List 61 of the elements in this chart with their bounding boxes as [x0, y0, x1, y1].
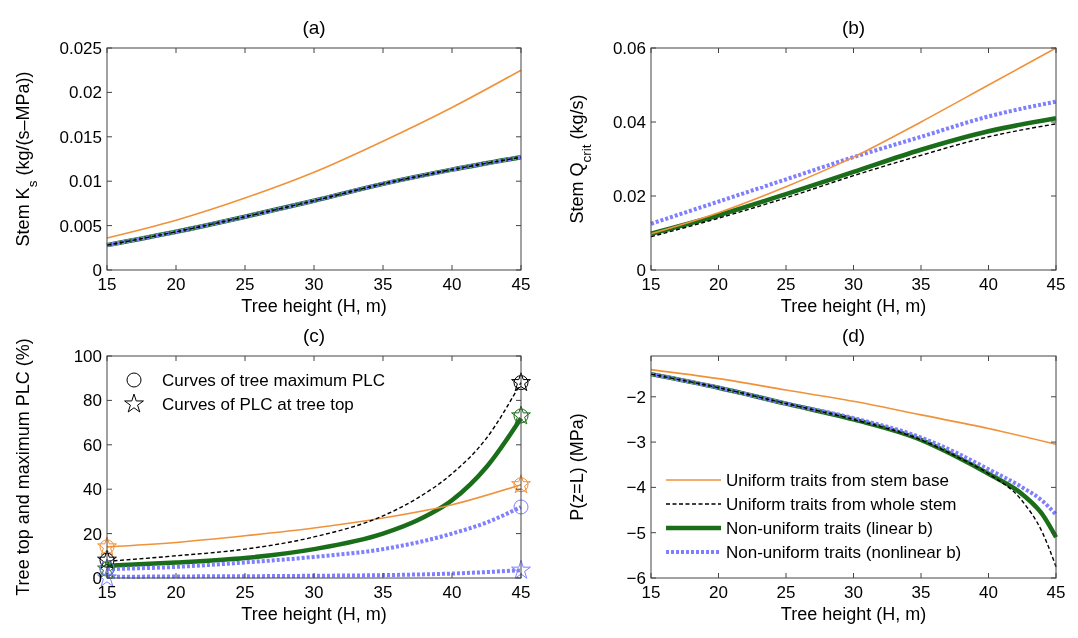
y-tick-label: 0.01	[68, 172, 102, 192]
x-tick-label: 15	[641, 275, 661, 294]
x-tick-label: 45	[1046, 275, 1066, 294]
x-tick-label: 15	[97, 583, 117, 602]
chart-title: (a)	[302, 17, 326, 38]
x-tick-label: 20	[166, 275, 186, 294]
x-axis-title: Tree height (H, m)	[241, 604, 387, 624]
y-tick-label: 0.06	[612, 39, 646, 58]
x-tick-label: 30	[304, 275, 324, 294]
y-tick-label: 0.04	[612, 113, 646, 132]
x-tick-label: 30	[844, 275, 863, 294]
x-tick-label: 25	[776, 583, 796, 602]
x-tick-label: 30	[304, 583, 324, 602]
y-tick-label: 20	[83, 524, 102, 544]
x-tick-label: 40	[979, 583, 998, 602]
y-axis-title: Tree top and maximum PLC (%)	[13, 338, 33, 596]
y-tick-label: 0.02	[68, 83, 102, 103]
x-tick-label: 30	[844, 583, 863, 602]
y-tick-label: 0.025	[59, 39, 102, 58]
legend-label: Curves of tree maximum PLC	[162, 371, 385, 390]
x-axis-title: Tree height (H, m)	[241, 296, 387, 316]
y-tick-label: −2	[626, 387, 646, 407]
legend-label: Non-uniform traits (nonlinear b)	[726, 543, 962, 562]
x-tick-label: 35	[911, 583, 931, 602]
x-tick-label: 25	[235, 275, 255, 294]
x-tick-label: 40	[442, 583, 462, 602]
y-tick-label: 0.005	[59, 216, 102, 236]
x-axis-title: Tree height (H, m)	[780, 604, 927, 624]
y-tick-label: 0.02	[612, 187, 646, 206]
x-tick-label: 20	[166, 583, 186, 602]
y-tick-label: −5	[626, 523, 646, 543]
y-tick-label: 80	[83, 391, 102, 411]
x-tick-label: 40	[979, 275, 998, 294]
x-tick-label: 20	[709, 275, 728, 294]
x-tick-label: 25	[776, 275, 796, 294]
x-tick-label: 45	[511, 275, 531, 294]
y-tick-label: 0.015	[59, 127, 102, 147]
legend-label: Uniform traits from stem base	[726, 471, 949, 490]
chart-title: (c)	[302, 325, 326, 346]
x-tick-label: 45	[1046, 583, 1066, 602]
x-tick-label: 35	[911, 275, 931, 294]
y-tick-label: 60	[83, 435, 102, 455]
x-tick-label: 15	[641, 583, 661, 602]
x-tick-label: 25	[235, 583, 255, 602]
chart-title: (b)	[841, 17, 866, 38]
x-axis-title: Tree height (H, m)	[780, 296, 927, 316]
y-tick-label: −4	[626, 478, 646, 498]
legend-label: Non-uniform traits (linear b)	[726, 519, 933, 538]
x-tick-label: 15	[97, 275, 117, 294]
legend-label: Uniform traits from whole stem	[726, 495, 957, 514]
y-tick-label: 100	[73, 347, 102, 366]
x-tick-label: 40	[442, 275, 462, 294]
x-tick-label: 45	[511, 583, 531, 602]
y-tick-label: −3	[626, 433, 646, 453]
x-tick-label: 20	[709, 583, 728, 602]
chart-title: (d)	[841, 325, 866, 346]
y-axis-title: P(z=L) (MPa)	[567, 413, 587, 521]
y-tick-label: 40	[83, 480, 102, 500]
x-tick-label: 35	[373, 583, 393, 602]
legend-label: Curves of PLC at tree top	[162, 395, 354, 414]
x-tick-label: 35	[373, 275, 393, 294]
